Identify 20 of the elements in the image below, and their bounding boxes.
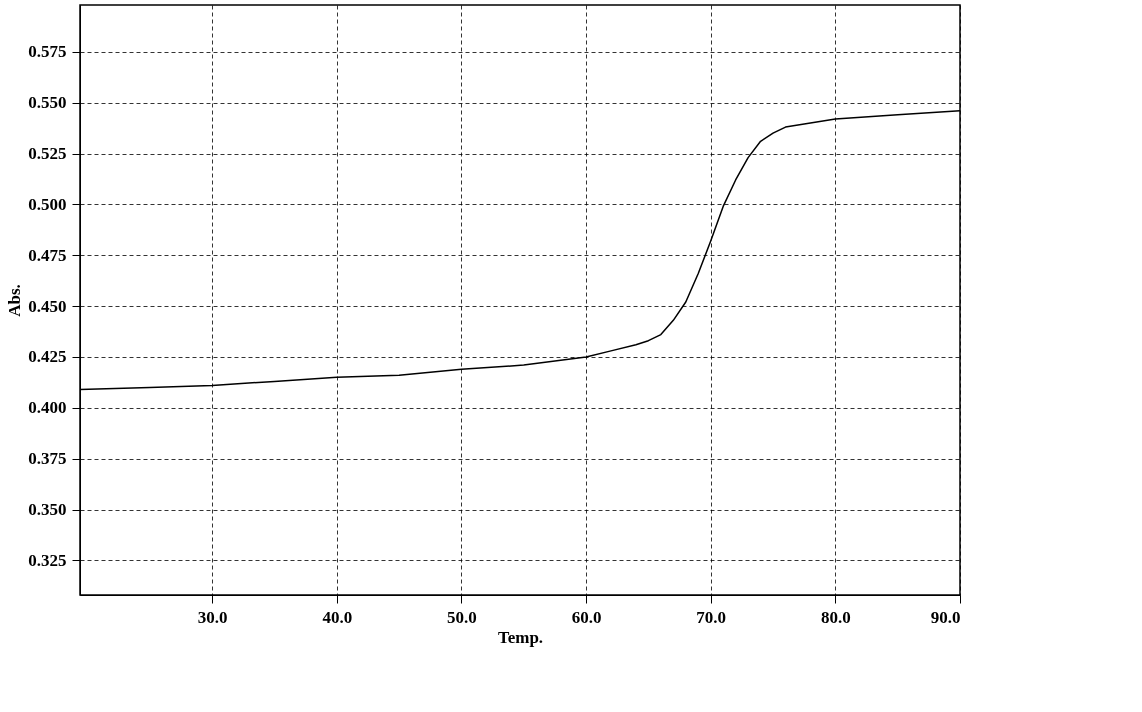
x-tick-label: 40.0 bbox=[322, 607, 353, 627]
y-tick-label: 0.350 bbox=[28, 500, 67, 520]
y-axis-title: Abs. bbox=[5, 284, 25, 317]
y-tick-label: 0.475 bbox=[28, 245, 67, 265]
y-tick-label: 0.525 bbox=[28, 144, 67, 164]
y-tick-label: 0.450 bbox=[28, 296, 67, 316]
x-tick-label: 30.0 bbox=[197, 607, 228, 627]
x-tick-label: 80.0 bbox=[820, 607, 851, 627]
y-tick-label: 0.400 bbox=[28, 398, 67, 418]
y-tick-label: 0.550 bbox=[28, 93, 67, 113]
y-tick-label: 0.575 bbox=[28, 42, 67, 62]
y-tick-label: 0.500 bbox=[28, 194, 67, 214]
x-axis-title: Temp. bbox=[497, 627, 544, 647]
x-tick-label: 60.0 bbox=[571, 607, 602, 627]
x-tick-label: 70.0 bbox=[696, 607, 727, 627]
x-tick-label: 50.0 bbox=[447, 607, 477, 627]
x-tick-label: 90.0 bbox=[930, 607, 961, 627]
y-tick-label: 0.375 bbox=[28, 449, 67, 469]
y-tick-label: 0.425 bbox=[28, 347, 67, 367]
y-tick-label: 0.325 bbox=[28, 550, 67, 570]
